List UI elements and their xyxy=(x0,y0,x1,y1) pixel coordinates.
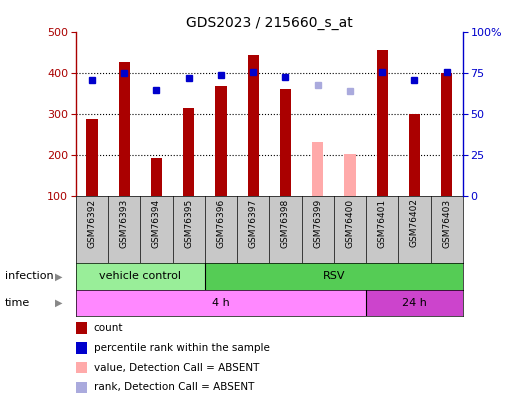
Text: ▶: ▶ xyxy=(55,298,62,308)
Text: percentile rank within the sample: percentile rank within the sample xyxy=(94,343,269,353)
Text: value, Detection Call = ABSENT: value, Detection Call = ABSENT xyxy=(94,362,259,373)
Bar xyxy=(151,158,162,196)
Bar xyxy=(312,142,323,196)
Bar xyxy=(366,290,463,316)
Text: GSM76400: GSM76400 xyxy=(346,198,355,247)
Text: GSM76392: GSM76392 xyxy=(87,198,96,247)
Bar xyxy=(247,55,259,196)
Text: rank, Detection Call = ABSENT: rank, Detection Call = ABSENT xyxy=(94,382,254,392)
Bar xyxy=(215,86,226,196)
Bar xyxy=(205,263,463,290)
Text: 4 h: 4 h xyxy=(212,298,230,308)
Text: GSM76395: GSM76395 xyxy=(184,198,193,248)
Text: time: time xyxy=(5,298,30,308)
Text: GSM76393: GSM76393 xyxy=(120,198,129,248)
Text: count: count xyxy=(94,323,123,333)
Text: GSM76398: GSM76398 xyxy=(281,198,290,248)
Text: ▶: ▶ xyxy=(55,271,62,281)
Text: infection: infection xyxy=(5,271,54,281)
Text: GSM76399: GSM76399 xyxy=(313,198,322,248)
Text: GSM76403: GSM76403 xyxy=(442,198,451,247)
Text: GSM76394: GSM76394 xyxy=(152,198,161,247)
Bar xyxy=(76,290,366,316)
Bar xyxy=(76,263,205,290)
Bar xyxy=(280,89,291,196)
Bar xyxy=(441,73,452,196)
Text: 24 h: 24 h xyxy=(402,298,427,308)
Bar xyxy=(86,119,98,196)
Bar xyxy=(119,62,130,196)
Bar xyxy=(377,50,388,196)
Bar xyxy=(409,114,420,196)
Text: vehicle control: vehicle control xyxy=(99,271,181,281)
Bar xyxy=(344,154,356,196)
Text: GSM76396: GSM76396 xyxy=(217,198,225,248)
Text: GSM76401: GSM76401 xyxy=(378,198,386,247)
Text: GSM76402: GSM76402 xyxy=(410,198,419,247)
Text: GSM76397: GSM76397 xyxy=(249,198,258,248)
Text: RSV: RSV xyxy=(323,271,345,281)
Title: GDS2023 / 215660_s_at: GDS2023 / 215660_s_at xyxy=(186,16,353,30)
Bar xyxy=(183,108,195,196)
